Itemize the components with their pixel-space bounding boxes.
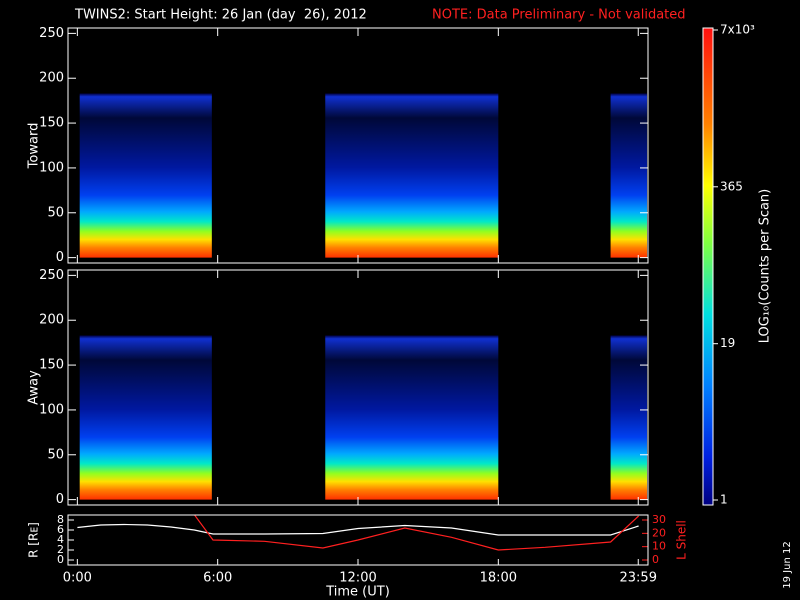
y-tick-label: 100 (39, 160, 64, 175)
y2-tick-label: 10 (652, 540, 666, 553)
y2-tick-label: 0 (652, 553, 659, 566)
y-tick-label: 0 (57, 553, 64, 566)
y2-tick-label: 30 (652, 513, 666, 526)
x-tick-label: 0:00 (63, 571, 92, 586)
y-tick-label: 6 (57, 523, 64, 536)
data-block (325, 335, 499, 500)
lines (77, 515, 640, 551)
y-axis-label: Toward (27, 123, 42, 170)
note: NOTE: Data Preliminary - Not validated (432, 8, 686, 23)
panel-frame (67, 27, 649, 264)
y-tick-label: 50 (47, 447, 64, 462)
y-axis-label: R [Rᴇ] (27, 522, 41, 558)
series-line (193, 515, 640, 551)
data-block (325, 93, 499, 258)
y-tick-label: 250 (39, 268, 64, 283)
y-tick-label: 250 (39, 26, 64, 41)
y-tick-label: 8 (57, 513, 64, 526)
y-tick-label: 50 (47, 205, 64, 220)
colorbar (702, 27, 714, 506)
y2-tick-label: 20 (652, 526, 666, 539)
series-line (77, 523, 639, 536)
colorbar-label: LOG₁₀(Counts per Scan) (758, 189, 773, 344)
panel-frame (67, 269, 649, 506)
x-tick-label: 23:59 (620, 571, 657, 586)
y-tick-label: 2 (57, 543, 64, 556)
y-tick-label: 100 (39, 402, 64, 417)
x-axis-label: Time (UT) (325, 585, 390, 600)
data-block (610, 93, 647, 258)
y-tick-label: 0 (56, 492, 64, 507)
y-tick-label: 200 (39, 71, 64, 86)
y-tick-label: 150 (39, 358, 64, 373)
x-tick-label: 18:00 (480, 571, 517, 586)
x-tick-label: 12:00 (339, 571, 376, 586)
y-tick-label: 150 (39, 116, 64, 131)
title: TWINS2: Start Height: 26 Jan (day 26), 2… (74, 8, 367, 23)
data-block (610, 335, 647, 500)
data-block (79, 335, 212, 500)
colorbar-tick-label: 19 (720, 336, 735, 350)
data-block (79, 93, 212, 258)
x-tick-label: 6:00 (203, 571, 232, 586)
date-stamp: 19 Jun 12 (782, 541, 793, 588)
y-axis-label: Away (27, 370, 42, 405)
panel-frame (67, 514, 649, 566)
y-tick-label: 0 (56, 250, 64, 265)
y-tick-label: 4 (57, 533, 64, 546)
colorbar-tick-label: 7x10³ (720, 23, 755, 37)
colorbar-tick-label: 365 (720, 179, 743, 193)
y2-axis-label: L Shell (675, 520, 689, 560)
y-tick-label: 200 (39, 313, 64, 328)
colorbar-tick-label: 1 (720, 493, 728, 507)
